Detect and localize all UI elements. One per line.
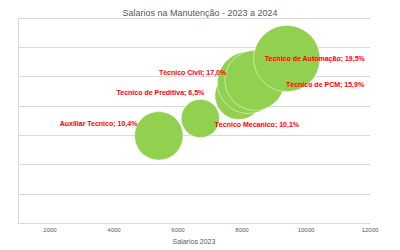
svg-text:Tecnico de Automação; 19,5%: Tecnico de Automação; 19,5% [265,55,366,63]
svg-text:Técnico de PCM; 15,9%: Técnico de PCM; 15,9% [286,81,365,89]
svg-text:Salarios 2023: Salarios 2023 [173,238,216,245]
svg-text:6000: 6000 [171,227,185,233]
svg-text:4000: 4000 [107,227,121,233]
svg-text:2000: 2000 [43,227,57,233]
svg-text:10000: 10000 [298,227,315,233]
svg-text:Salarios na Manutenção - 2023: Salarios na Manutenção - 2023 a 2024 [122,8,277,18]
svg-text:Tecnico de Preditiva; 6,5%: Tecnico de Preditiva; 6,5% [117,89,206,97]
svg-text:8000: 8000 [235,227,249,233]
svg-text:Auxiliar Tecnico; 10,4%: Auxiliar Tecnico; 10,4% [60,120,138,128]
svg-text:Técnico Mecanico; 10,1%: Técnico Mecanico; 10,1% [215,121,300,129]
svg-text:12000: 12000 [362,227,379,233]
svg-text:Técnico Civil; 17,0%: Técnico Civil; 17,0% [159,69,227,77]
